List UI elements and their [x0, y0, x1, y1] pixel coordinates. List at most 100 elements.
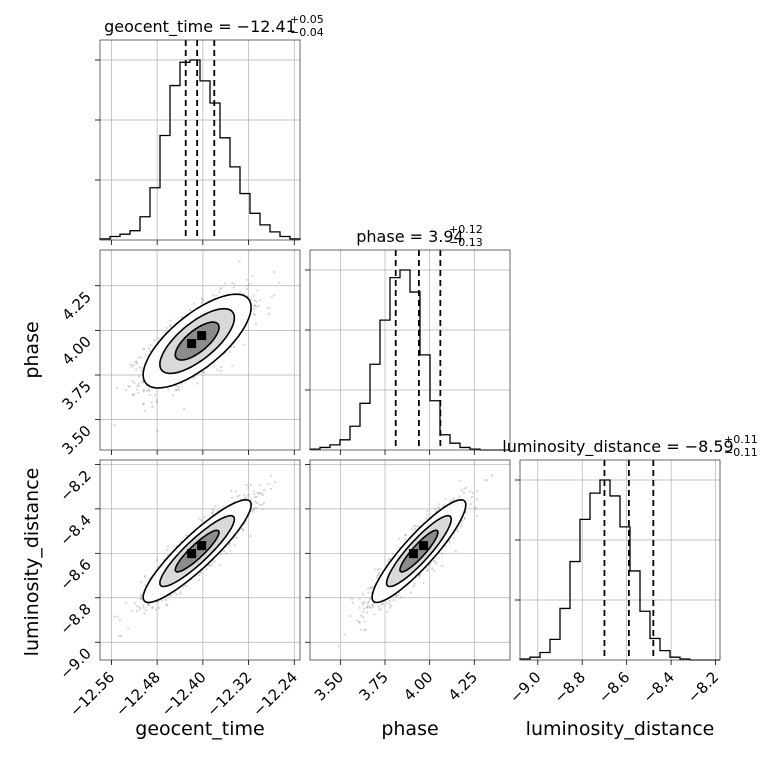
sample-point [188, 308, 192, 311]
sample-point [218, 291, 221, 294]
sample-point [363, 620, 366, 623]
sample-point [160, 599, 163, 602]
sample-point [358, 621, 361, 624]
sample-point [132, 363, 135, 367]
sample-point [471, 491, 474, 494]
sample-point [238, 494, 241, 497]
sample-point [377, 573, 380, 577]
sample-point [137, 356, 140, 359]
sample-point [219, 288, 222, 291]
x-tick-label: −8.8 [551, 668, 589, 706]
sample-point [412, 525, 415, 528]
sample-point [253, 506, 256, 509]
x-tick-label: −12.48 [112, 668, 164, 720]
sample-point [397, 593, 400, 597]
density-contours [371, 498, 467, 604]
density-peak-cell [187, 549, 197, 559]
sample-point [253, 493, 256, 496]
sample-point [125, 388, 128, 392]
sample-point [140, 370, 143, 373]
sample-point [138, 606, 141, 609]
sample-point [278, 281, 281, 284]
sample-point [225, 552, 228, 555]
sample-point [372, 605, 375, 608]
title-phase-value: phase = 3.94 [356, 227, 463, 246]
sample-point [254, 496, 257, 499]
sample-point [425, 517, 428, 520]
sample-point [418, 573, 421, 577]
sample-point [371, 586, 374, 589]
sample-point [351, 601, 354, 605]
sample-point [245, 278, 248, 281]
sample-point [373, 613, 376, 616]
x-axis-label-luminosity-distance: luminosity_distance [526, 718, 715, 740]
sample-point [490, 474, 493, 477]
sample-point [210, 511, 214, 514]
sample-point [369, 598, 372, 601]
sample-point [207, 564, 211, 567]
y-tick-label: −8.8 [56, 600, 94, 638]
sample-point [220, 287, 223, 290]
y-ticks [95, 59, 100, 181]
sample-point [144, 584, 147, 587]
x-ticks: −9.0 −8.8 −8.6 −8.4 −8.2 [506, 660, 722, 707]
sample-point [409, 591, 412, 594]
density-contours [142, 498, 252, 604]
sample-point [465, 511, 468, 514]
sample-point [356, 619, 359, 622]
sample-point [172, 394, 175, 397]
y-ticks [305, 269, 310, 391]
sample-point [452, 497, 455, 500]
sample-point [476, 489, 479, 492]
sample-point [157, 606, 160, 610]
sample-point [470, 495, 473, 498]
x-tick-label: −8.4 [639, 668, 677, 706]
sample-point [366, 587, 370, 590]
sample-point [176, 388, 179, 391]
panel-geocent-time-histogram: geocent_time = −12.41 +0.05 −0.04 [95, 13, 324, 245]
title-geocent-time-sub: −0.04 [290, 26, 324, 39]
sample-point [379, 568, 382, 571]
sample-point [141, 604, 145, 607]
sample-point [456, 529, 459, 533]
sample-point [229, 549, 232, 552]
title-phase-sub: −0.13 [449, 236, 483, 249]
sample-point [131, 379, 134, 382]
sample-point [213, 365, 216, 368]
sample-point [233, 544, 236, 547]
sample-point [135, 360, 138, 363]
sample-point [137, 375, 141, 378]
sample-point [169, 594, 173, 597]
sample-point [252, 509, 255, 512]
sample-point [154, 393, 157, 396]
sample-point [140, 593, 143, 597]
sample-point [134, 361, 137, 364]
quantile-lines-luminosity-distance [603, 460, 655, 660]
title-geocent-time: geocent_time = −12.41 [104, 17, 296, 37]
sample-point [458, 479, 461, 482]
sample-point [242, 343, 245, 346]
sample-point [273, 294, 276, 297]
sample-point [399, 596, 402, 599]
sample-point [177, 385, 180, 388]
sample-point [144, 354, 147, 357]
sample-point [434, 560, 437, 563]
sample-point [142, 389, 146, 392]
sample-point [368, 606, 371, 609]
sample-point [397, 537, 401, 540]
sample-point [463, 487, 466, 490]
sample-point [151, 405, 154, 408]
sample-point [475, 498, 479, 501]
sample-point [131, 609, 134, 612]
sample-point [395, 594, 398, 597]
sample-point [377, 568, 380, 571]
panel-geocent-time-vs-phase: 3.50 3.75 4.00 4.25 [58, 249, 301, 458]
sample-point [343, 633, 346, 636]
sample-point [388, 558, 391, 561]
sample-point [426, 513, 429, 516]
sample-point [259, 503, 262, 506]
sample-point [244, 496, 247, 499]
sample-point [245, 287, 249, 291]
title-phase-sup: +0.12 [449, 223, 483, 236]
